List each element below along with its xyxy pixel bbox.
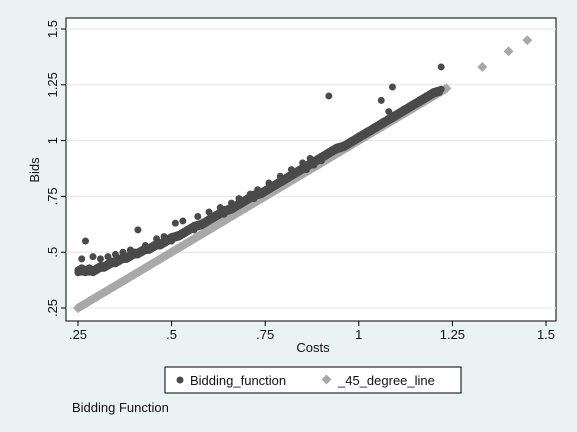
point-bidding-function [325,92,333,100]
y-tick-label: .5 [45,247,60,258]
y-tick-label: .25 [45,299,60,317]
point-bidding-function [134,226,142,234]
legend-label-45-degree-line: _45_degree_line [337,373,435,388]
data-points [73,35,533,313]
x-tick-label: 1.25 [440,327,465,342]
x-axis-title: Costs [296,340,330,355]
legend-marker-45-degree-line [321,374,332,385]
point-bidding-function [78,255,86,263]
x-tick-label: 1.5 [537,327,555,342]
point-bidding-function [435,89,443,97]
point-bidding-function [388,83,396,91]
point-bidding-function [96,255,104,263]
y-tick-label: 1 [45,137,60,144]
chart-note: Bidding Function [72,400,169,415]
legend-label-bidding-function: Bidding_function [190,373,286,388]
point-bidding-function [171,219,179,227]
x-tick-label: .5 [166,327,177,342]
x-tick-label: .75 [256,327,274,342]
point-bidding-function [437,63,445,71]
y-tick-label: .75 [45,187,60,205]
point-bidding-function [89,253,97,261]
legend-box [164,366,462,394]
legend: Bidding_function _45_degree_line [164,366,462,394]
point-45-degree-line [522,35,533,46]
axes: .25 .5 .75 1 1.25 1.5 .25 .5 .75 1 1.25 1.5 [45,20,555,342]
x-tick-label: .25 [69,327,87,342]
legend-marker-bidding-function [176,376,184,384]
point-bidding-function [81,237,89,245]
x-tick-label: 1 [355,327,362,342]
y-tick-label: 1.5 [45,20,60,38]
point-bidding-function [377,96,385,104]
point-bidding-function [194,212,202,220]
y-tick-label: 1.25 [45,72,60,97]
point-bidding-function [179,217,187,225]
y-axis-title: Bids [27,157,42,183]
